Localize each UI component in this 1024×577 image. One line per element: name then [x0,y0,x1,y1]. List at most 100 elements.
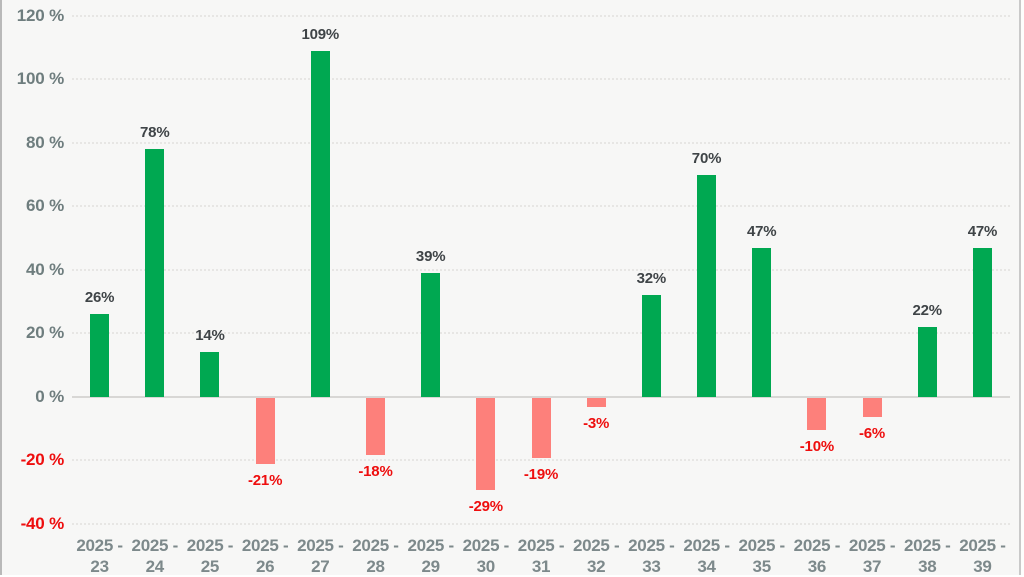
bar-week-24[interactable] [145,149,165,397]
x-axis-category-year: 2025 - [186,536,234,555]
bar-value-label: -29% [468,497,503,515]
gridline [72,78,1010,81]
x-axis-category-label: 2025 - 24 [126,535,184,577]
bar-value-label: 78% [140,124,170,142]
x-axis-category-year: 2025 - [572,536,620,555]
bar-value-label: -19% [523,466,559,484]
bar-value-label: 47% [967,222,998,240]
x-axis-category-label: 2025 - 33 [622,535,680,577]
gridline [72,205,1010,208]
x-axis-category-label: 2025 - 37 [843,535,901,577]
y-axis-tick-label: 80 % [26,132,64,152]
y-axis-tick-label: 0 % [35,386,64,406]
x-axis-category-week: 24 [145,557,165,576]
bar-week-28[interactable] [365,397,385,455]
x-axis-category-label: 2025 - 31 [512,535,570,577]
x-axis-category-year: 2025 - [904,536,951,555]
x-axis-category-year: 2025 - [793,536,841,555]
bar-week-33[interactable] [641,295,661,397]
bar-value-label: 32% [636,270,667,288]
x-axis-category-label: 2025 - 28 [346,535,404,577]
x-axis-category-year: 2025 - [297,536,344,555]
x-axis-zero-line [72,395,1010,398]
x-axis-category-week: 28 [366,557,385,576]
x-axis-category-week: 37 [862,557,882,576]
x-axis-category-label: 2025 - 36 [788,535,846,577]
bar-week-36[interactable] [807,397,827,430]
x-axis-category-week: 30 [476,557,496,576]
bar-value-label: 14% [195,327,225,345]
x-axis-category-label: 2025 - 23 [71,535,129,577]
x-axis-category-year: 2025 - [131,536,179,555]
bar-value-label: -10% [799,437,834,455]
bar-value-label: 22% [912,301,943,319]
bar-week-26[interactable] [255,397,275,465]
x-axis-category-week: 31 [531,557,551,576]
gridline [72,522,1010,525]
x-axis-category-week: 34 [697,557,716,576]
bar-week-34[interactable] [697,174,717,397]
x-axis-category-label: 2025 - 26 [236,535,294,577]
bar-value-label: 47% [746,222,777,240]
x-axis-category-year: 2025 - [462,536,510,555]
x-axis-category-year: 2025 - [407,536,454,555]
x-axis-category-week: 29 [421,557,440,576]
bar-week-37[interactable] [862,397,882,417]
x-axis-category-week: 25 [200,557,220,576]
y-axis-tick-label: -20 % [20,450,65,470]
bar-value-label: 70% [691,149,722,167]
x-axis-category-week: 26 [255,557,275,576]
x-axis-category-week: 33 [642,557,661,576]
gridline [72,141,1010,144]
chart-right-margin [1021,0,1024,575]
x-axis-category-week: 36 [807,557,827,576]
gridline [72,268,1010,271]
x-axis-category-year: 2025 - [959,536,1006,555]
bar-value-label: 39% [415,247,446,265]
x-axis-category-week: 27 [311,557,330,576]
bar-week-32[interactable] [586,397,606,408]
x-axis-category-year: 2025 - [352,536,399,555]
bar-week-25[interactable] [200,352,220,397]
x-axis-category-week: 38 [918,557,937,576]
y-axis-tick-label: 40 % [26,259,64,279]
x-axis-category-label: 2025 - 30 [457,535,515,577]
x-axis-category-week: 32 [587,557,606,576]
bar-week-23[interactable] [90,314,110,397]
x-axis-category-week: 39 [973,557,992,576]
bar-week-31[interactable] [531,397,551,459]
x-axis-category-year: 2025 - [738,536,786,555]
x-axis-category-label: 2025 - 32 [567,535,625,577]
bar-week-38[interactable] [917,326,937,397]
gridline [72,14,1010,17]
chart-right-border [1019,0,1021,575]
x-axis-category-year: 2025 - [848,536,896,555]
bar-value-label: 109% [301,25,340,43]
x-axis-category-week: 35 [752,557,772,576]
gridline [72,332,1010,335]
bar-value-label: 26% [84,289,115,307]
x-axis-category-year: 2025 - [241,536,289,555]
x-axis-category-label: 2025 - 34 [678,535,736,577]
x-axis-category-year: 2025 - [628,536,675,555]
bar-value-label: -3% [583,415,610,433]
gridline [72,459,1010,462]
y-axis-tick-label: -40 % [20,513,65,533]
bar-week-30[interactable] [476,397,496,490]
y-axis-tick-label: 120 % [16,5,64,25]
bar-week-39[interactable] [972,247,992,397]
x-axis-category-label: 2025 - 27 [291,535,349,577]
x-axis-category-label: 2025 - 25 [181,535,239,577]
bar-value-label: -21% [248,472,283,490]
x-axis-category-label: 2025 - 29 [402,535,460,577]
x-axis-category-year: 2025 - [76,536,123,555]
bar-value-label: -6% [859,424,886,442]
bar-week-29[interactable] [421,272,441,397]
bar-week-27[interactable] [310,50,330,397]
x-axis-category-year: 2025 - [683,536,730,555]
x-axis-category-label: 2025 - 38 [898,535,956,577]
bar-week-35[interactable] [752,247,772,397]
bar-value-label: -18% [358,462,393,480]
x-axis-category-label: 2025 - 39 [953,535,1011,577]
